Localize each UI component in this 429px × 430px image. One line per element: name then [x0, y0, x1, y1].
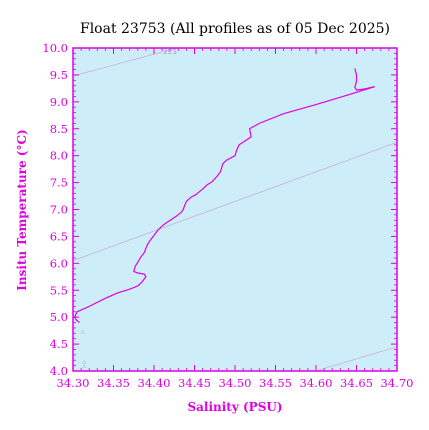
y-axis-label: Insitu Temperature (°C): [15, 129, 29, 290]
y-tick-label-10: 9.0: [50, 95, 68, 109]
y-tick-label-8: 8.0: [50, 149, 68, 163]
y-tick-label-7: 7.5: [50, 176, 68, 190]
y-tick-label-9: 8.5: [50, 122, 68, 136]
x-tick-label-1: 34.35: [97, 376, 130, 390]
surface-marker-0: △: [81, 329, 85, 335]
y-tick-label-5: 6.5: [50, 229, 68, 243]
x-tick-label-8: 34.70: [381, 376, 414, 390]
x-tick-label-4: 34.50: [219, 376, 252, 390]
y-tick-label-1: 4.5: [50, 337, 68, 351]
x-axis-ticks: 34.30 34.35 34.40 34.45 34.50 34.55 34.60 34.65…: [57, 48, 414, 390]
y-tick-label-4: 6.0: [50, 256, 68, 270]
surface-marker-1: △: [82, 359, 86, 365]
isopycnal-lines: [73, 48, 397, 371]
y-tick-label-3: 5.5: [50, 283, 68, 297]
x-tick-label-5: 34.55: [259, 376, 292, 390]
y-axis-ticks: 4.0 4.5 5.0 5.5 6.0 6.5 7.0 7.5 8.0 8.5 9.0 9.5 10.0: [42, 41, 397, 378]
x-tick-label-3: 34.45: [178, 376, 211, 390]
plot-background: [73, 48, 397, 371]
isopycnal-label: 25.5: [164, 49, 178, 56]
y-tick-label-0: 4.0: [50, 364, 68, 378]
isopycnal-line-1: [73, 141, 397, 261]
x-tick-label-7: 34.65: [340, 376, 373, 390]
surface-marker-2: △: [82, 364, 86, 370]
profile-line-0: [74, 68, 375, 324]
y-tick-label-6: 7.0: [50, 203, 68, 217]
y-tick-label-2: 5.0: [50, 310, 68, 324]
profile-series: [74, 68, 375, 324]
y-tick-label-11: 9.5: [50, 68, 68, 82]
x-tick-label-6: 34.60: [300, 376, 333, 390]
y-tick-label-12: 10.0: [42, 41, 68, 55]
surface-markers: △△△: [81, 329, 87, 369]
isopycnal-line-2: [315, 346, 397, 371]
x-axis-label: Salinity (PSU): [187, 400, 282, 414]
x-tick-label-2: 34.40: [138, 376, 171, 390]
chart-title: Float 23753 (All profiles as of 05 Dec 2…: [80, 21, 390, 37]
x-tick-label-0: 34.30: [57, 376, 90, 390]
isopycnal-line-0: [73, 48, 179, 77]
